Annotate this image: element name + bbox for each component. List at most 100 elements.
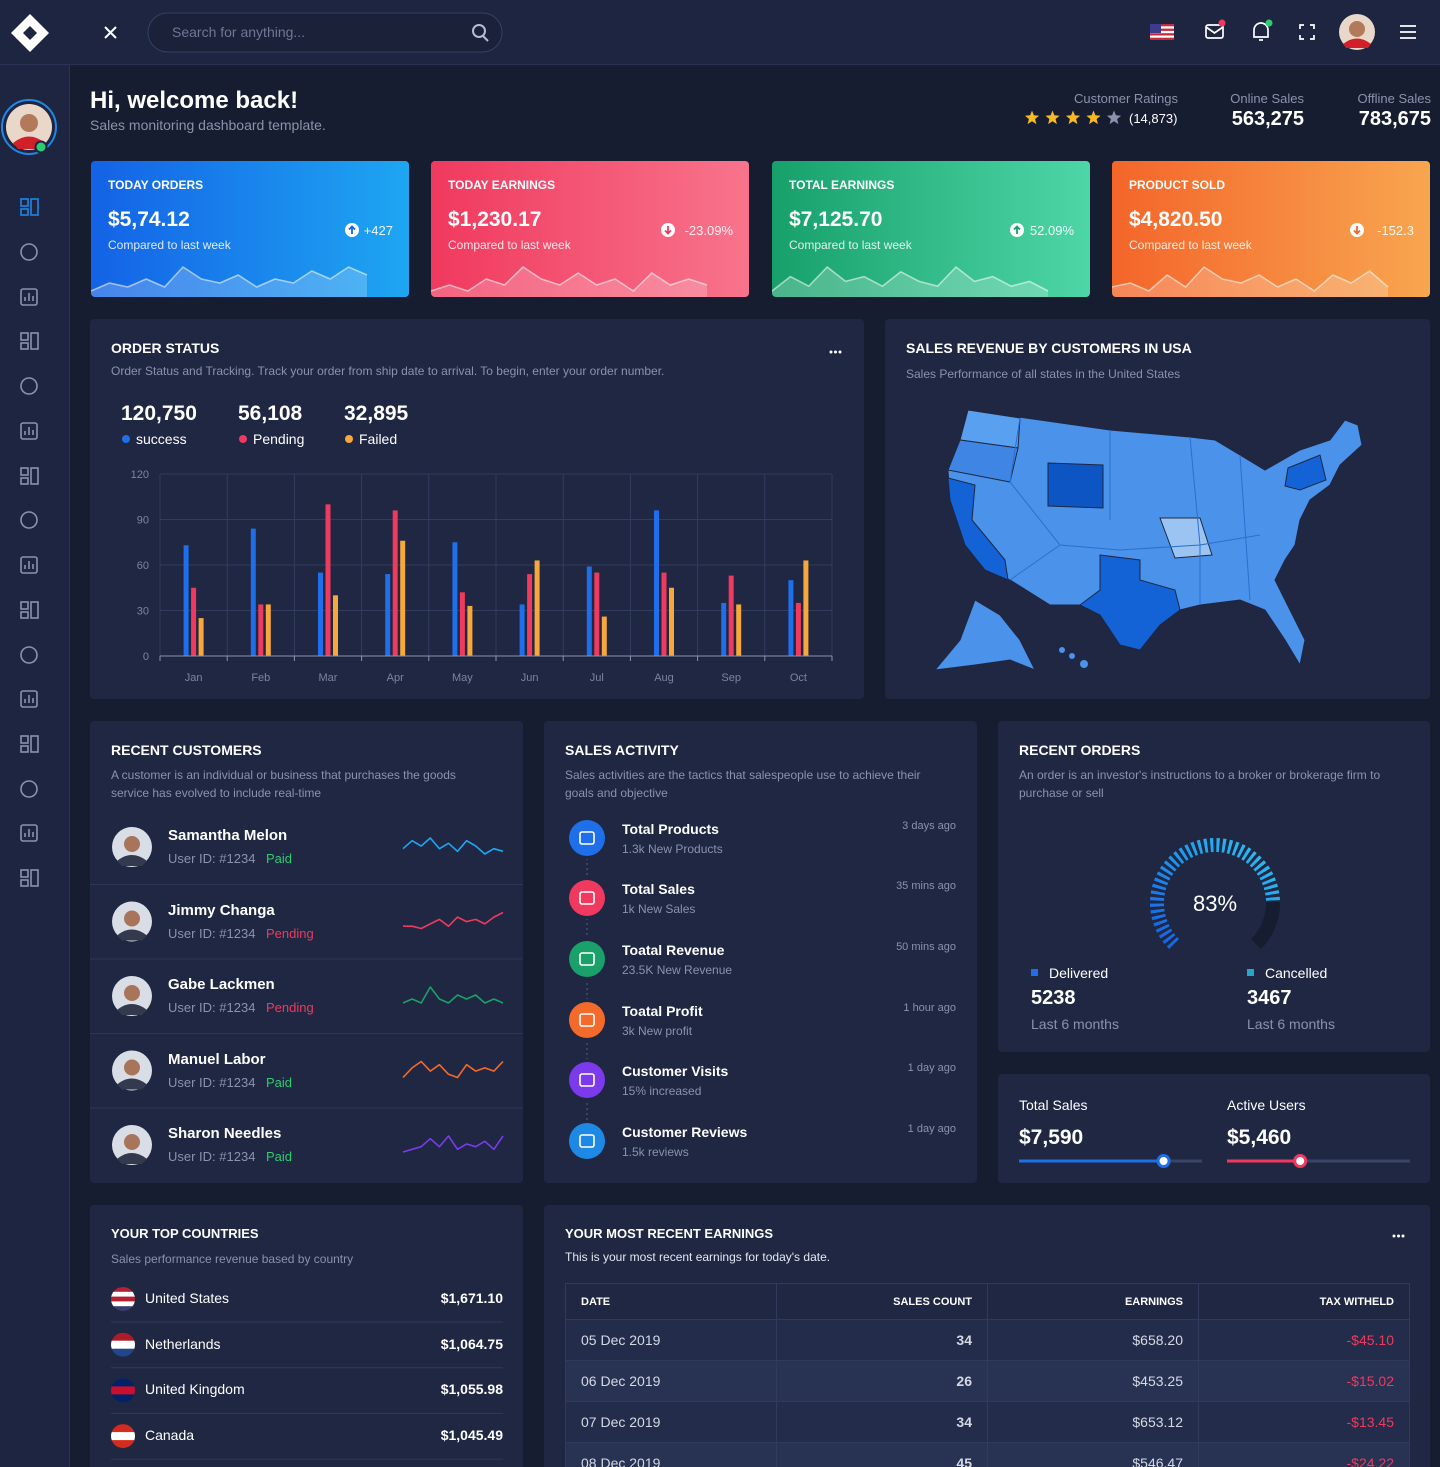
activity-subtitle: 23.5K New Revenue (622, 963, 733, 977)
search-icon[interactable] (472, 24, 486, 38)
state-new-york[interactable] (1284, 454, 1327, 491)
bar (661, 572, 667, 656)
mini-value: $7,590 (1019, 1126, 1084, 1149)
alaska[interactable] (933, 599, 1037, 671)
nav-icon-shape (20, 824, 38, 842)
stat-value: 5238 (1031, 987, 1076, 1009)
customer-avatar-body (117, 1153, 147, 1164)
nav-icon-shape (20, 735, 29, 744)
nav-icon[interactable] (20, 556, 38, 574)
flag-icon[interactable] (1150, 24, 1174, 40)
nav-icon-shape (20, 342, 29, 350)
close-icon[interactable] (104, 26, 117, 39)
table-row: 08 Dec 2019 45 $546.47 -$24.22 (565, 1442, 1410, 1467)
bar (669, 587, 674, 656)
flag-stripe (111, 1432, 135, 1441)
bar (198, 618, 204, 656)
customer-avatar-face (124, 910, 140, 927)
nav-icon[interactable] (20, 332, 39, 350)
table-header-row: DATE SALES COUNT EARNINGS TAX WITHELD (565, 1283, 1410, 1320)
nav-icon[interactable] (20, 824, 38, 842)
activity-icon-glyph (579, 1134, 595, 1148)
x-tick-label: Aug (654, 672, 674, 684)
bar (527, 574, 533, 656)
bar (534, 560, 540, 656)
status-label: Failed (359, 431, 398, 447)
nav-icon[interactable] (20, 243, 38, 261)
kpi-change-icon (1010, 223, 1024, 237)
more-menu[interactable] (1390, 1231, 1410, 1241)
mini-label: Active Users (1227, 1097, 1306, 1113)
kpi-sparkline (91, 266, 368, 297)
nav-icon[interactable] (20, 511, 38, 529)
stat-label: Cancelled (1265, 965, 1328, 981)
bar (654, 510, 659, 656)
menu-icon[interactable] (1400, 25, 1416, 39)
activity-subtitle: 1k New Sales (622, 902, 696, 916)
table-row: 07 Dec 2019 34 $653.12 -$13.45 (565, 1401, 1410, 1443)
offline-sales-value: 783,675 (1358, 108, 1431, 130)
slider-knob (1156, 1154, 1171, 1168)
bell-icon[interactable] (1253, 22, 1269, 41)
sparkline-area (91, 267, 367, 297)
nav-icon[interactable] (20, 377, 38, 395)
table-cell: 34 (776, 1401, 988, 1443)
state-missouri[interactable] (1159, 517, 1213, 559)
state-california[interactable] (947, 477, 1009, 581)
activity-time: 1 hour ago (903, 1002, 956, 1014)
flag-stripe (111, 1287, 135, 1293)
more-menu[interactable] (829, 350, 842, 354)
nav-icon[interactable] (20, 422, 38, 440)
nav-icon-shape (20, 198, 29, 207)
nav-icon[interactable] (20, 467, 39, 485)
sliders (1019, 1154, 1410, 1168)
sidebar-avatar-face (20, 114, 38, 132)
flag-stripe (111, 1440, 135, 1449)
activity-icon (569, 941, 605, 977)
nav-icon[interactable] (20, 646, 38, 664)
table-cell: $453.25 (987, 1360, 1199, 1402)
kpi-label: PRODUCT SOLD (1129, 178, 1225, 192)
bar (265, 604, 271, 656)
recent-customers-card: RECENT CUSTOMERS A customer is an indivi… (90, 721, 523, 1183)
mail-icon[interactable] (1205, 24, 1224, 39)
kpi-card: TODAY ORDERS $5,74.12 Compared to last wee… (91, 161, 409, 297)
nav-icon[interactable] (20, 869, 39, 887)
country-amount: $1,671.10 (440, 1290, 503, 1306)
earnings-card: YOUR MOST RECENT EARNINGS This is your m… (544, 1205, 1430, 1467)
table-row: 05 Dec 2019 34 $658.20 -$45.10 (565, 1319, 1410, 1361)
map-card: SALES REVENUE BY CUSTOMERS IN USA Sales … (885, 319, 1430, 699)
country-amount: $1,064.75 (440, 1335, 503, 1352)
bar (586, 566, 592, 656)
activity-subtitle: 3k New profit (622, 1024, 693, 1038)
activity-icon (569, 1123, 605, 1159)
bar (183, 545, 189, 656)
search-box[interactable] (147, 12, 503, 53)
customer-name: Samantha Melon (168, 827, 288, 844)
nav-icon[interactable] (20, 690, 38, 708)
kpi-change: -152.3 (1377, 223, 1414, 238)
legend-square (1031, 969, 1038, 976)
bell-badge (1265, 19, 1273, 27)
y-tick-label: 30 (137, 606, 149, 618)
nav-icon[interactable] (20, 735, 39, 753)
card-title: RECENT ORDERS (1019, 742, 1141, 758)
nav-icon[interactable] (20, 780, 38, 798)
hawaii[interactable] (1059, 647, 1088, 668)
x-tick-label: Sep (721, 672, 741, 684)
activity-icon-glyph (579, 1013, 595, 1027)
nav-icon[interactable] (20, 198, 39, 216)
nav-icon[interactable] (20, 288, 38, 306)
table-cell: 26 (776, 1360, 988, 1402)
state-wyoming[interactable] (1047, 462, 1104, 509)
fullscreen-icon[interactable] (1299, 24, 1315, 40)
country-flag (111, 1378, 135, 1403)
column-header: DATE (565, 1283, 777, 1320)
card-subtitle: Order Status and Tracking. Track your or… (111, 364, 665, 378)
nav-icon[interactable] (20, 601, 39, 619)
state-texas[interactable] (1079, 554, 1181, 651)
kpi-value: $5,74.12 (108, 208, 190, 231)
kpi-change: -23.09% (684, 223, 733, 238)
nav-icon-shape (20, 780, 38, 798)
card-subtitle: Sales performance revenue based by count… (111, 1252, 354, 1266)
